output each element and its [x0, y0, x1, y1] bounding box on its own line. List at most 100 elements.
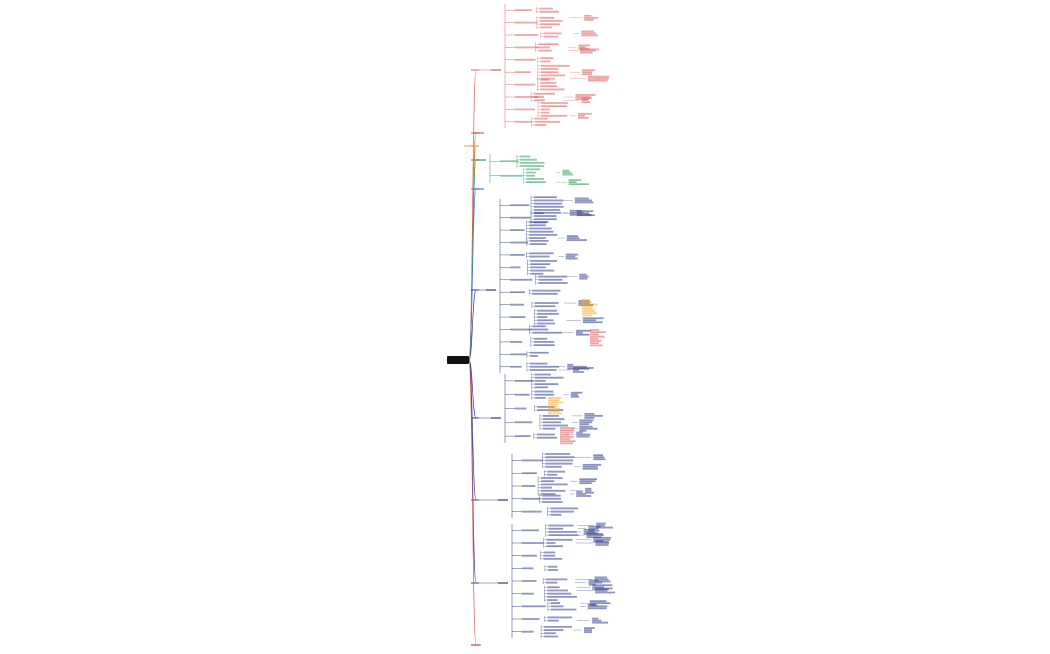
node-label-144	[530, 272, 544, 275]
node-label-373	[548, 397, 562, 399]
node-label-369	[590, 337, 599, 340]
node-label-324	[547, 589, 569, 591]
node-label-5	[515, 21, 538, 23]
node-label-242	[545, 462, 573, 464]
node-label-273	[550, 513, 562, 516]
node-label-184	[510, 365, 522, 368]
node-label-367	[590, 333, 599, 335]
node-label-33	[540, 64, 570, 67]
node-label-348	[544, 625, 572, 628]
node-label-238	[593, 454, 603, 456]
branch-curve	[468, 69, 477, 361]
node-label-183	[529, 355, 539, 357]
node-label-260	[585, 489, 592, 492]
node-label-213	[542, 415, 559, 417]
node-label-203	[534, 390, 554, 392]
node-label-368	[590, 335, 605, 337]
node-label-83	[500, 174, 524, 177]
node-label-3	[539, 7, 553, 9]
node-label-160	[534, 305, 556, 307]
node-label-97	[471, 289, 479, 291]
node-label-13	[515, 34, 539, 36]
node-label-204	[534, 393, 555, 395]
node-label-90	[526, 178, 544, 180]
node-label-380	[548, 412, 563, 414]
node-label-375	[548, 401, 564, 403]
node-label-360	[582, 305, 593, 307]
node-label-291	[586, 534, 604, 536]
node-label-142	[530, 266, 546, 268]
node-label-308	[547, 565, 558, 568]
node-label-22	[578, 44, 590, 46]
node-label-240	[593, 458, 606, 460]
node-label-0	[471, 69, 479, 71]
node-label-206	[570, 393, 579, 395]
node-label-2	[515, 9, 532, 11]
node-label-305	[543, 554, 556, 556]
node-label-388	[560, 442, 574, 444]
node-label-245	[582, 465, 598, 468]
node-label-155	[510, 303, 524, 305]
node-label-76	[471, 159, 479, 161]
node-label-266	[522, 497, 541, 500]
node-label-232	[536, 436, 557, 438]
node-label-361	[582, 307, 594, 310]
node-label-168	[582, 321, 603, 323]
node-label-285	[548, 531, 577, 533]
node-label-205	[570, 391, 583, 393]
node-label-302	[546, 545, 563, 547]
node-label-14	[543, 32, 562, 34]
node-label-59	[515, 108, 535, 110]
node-label-94	[568, 183, 589, 185]
node-label-56	[581, 97, 592, 99]
node-label-49	[515, 96, 539, 98]
node-label-84	[526, 168, 541, 170]
node-label-317	[588, 581, 603, 583]
node-label-58	[581, 101, 591, 103]
node-label-37	[582, 71, 593, 73]
node-label-316	[588, 579, 599, 581]
node-label-100	[533, 196, 557, 198]
node-label-347	[522, 630, 534, 632]
branch-curve	[468, 359, 477, 646]
node-label-315	[546, 581, 558, 583]
node-label-277	[548, 524, 574, 526]
node-label-293	[522, 542, 544, 544]
node-label-35	[540, 71, 559, 73]
node-label-43	[587, 79, 608, 81]
node-label-139	[510, 266, 521, 268]
node-label-46	[540, 82, 557, 84]
node-label-16	[581, 32, 597, 34]
node-label-218	[542, 421, 562, 423]
node-label-304	[543, 551, 556, 553]
node-label-230	[576, 433, 591, 435]
node-label-208	[534, 397, 546, 399]
node-label-340	[550, 608, 577, 610]
node-label-172	[532, 328, 549, 330]
node-label-282	[588, 525, 601, 528]
node-label-354	[544, 635, 559, 637]
node-label-4	[539, 10, 559, 13]
node-label-221	[579, 423, 590, 425]
node-label-252	[541, 480, 555, 482]
node-label-105	[533, 202, 563, 204]
root-node[interactable]	[447, 356, 469, 364]
node-label-268	[542, 497, 562, 500]
node-label-80	[519, 158, 537, 160]
node-label-329	[547, 595, 577, 598]
node-label-104	[574, 201, 594, 203]
node-label-330	[547, 599, 558, 601]
node-label-109	[576, 210, 594, 212]
node-label-131	[529, 240, 549, 242]
node-label-200	[534, 383, 559, 385]
node-label-61	[540, 105, 568, 107]
node-label-246	[582, 467, 599, 470]
node-label-258	[541, 489, 566, 492]
node-label-248	[547, 470, 566, 472]
node-label-272	[550, 510, 574, 512]
node-label-129	[566, 239, 588, 241]
node-label-194	[471, 417, 479, 419]
node-label-120	[510, 229, 525, 231]
node-label-228	[536, 433, 555, 435]
